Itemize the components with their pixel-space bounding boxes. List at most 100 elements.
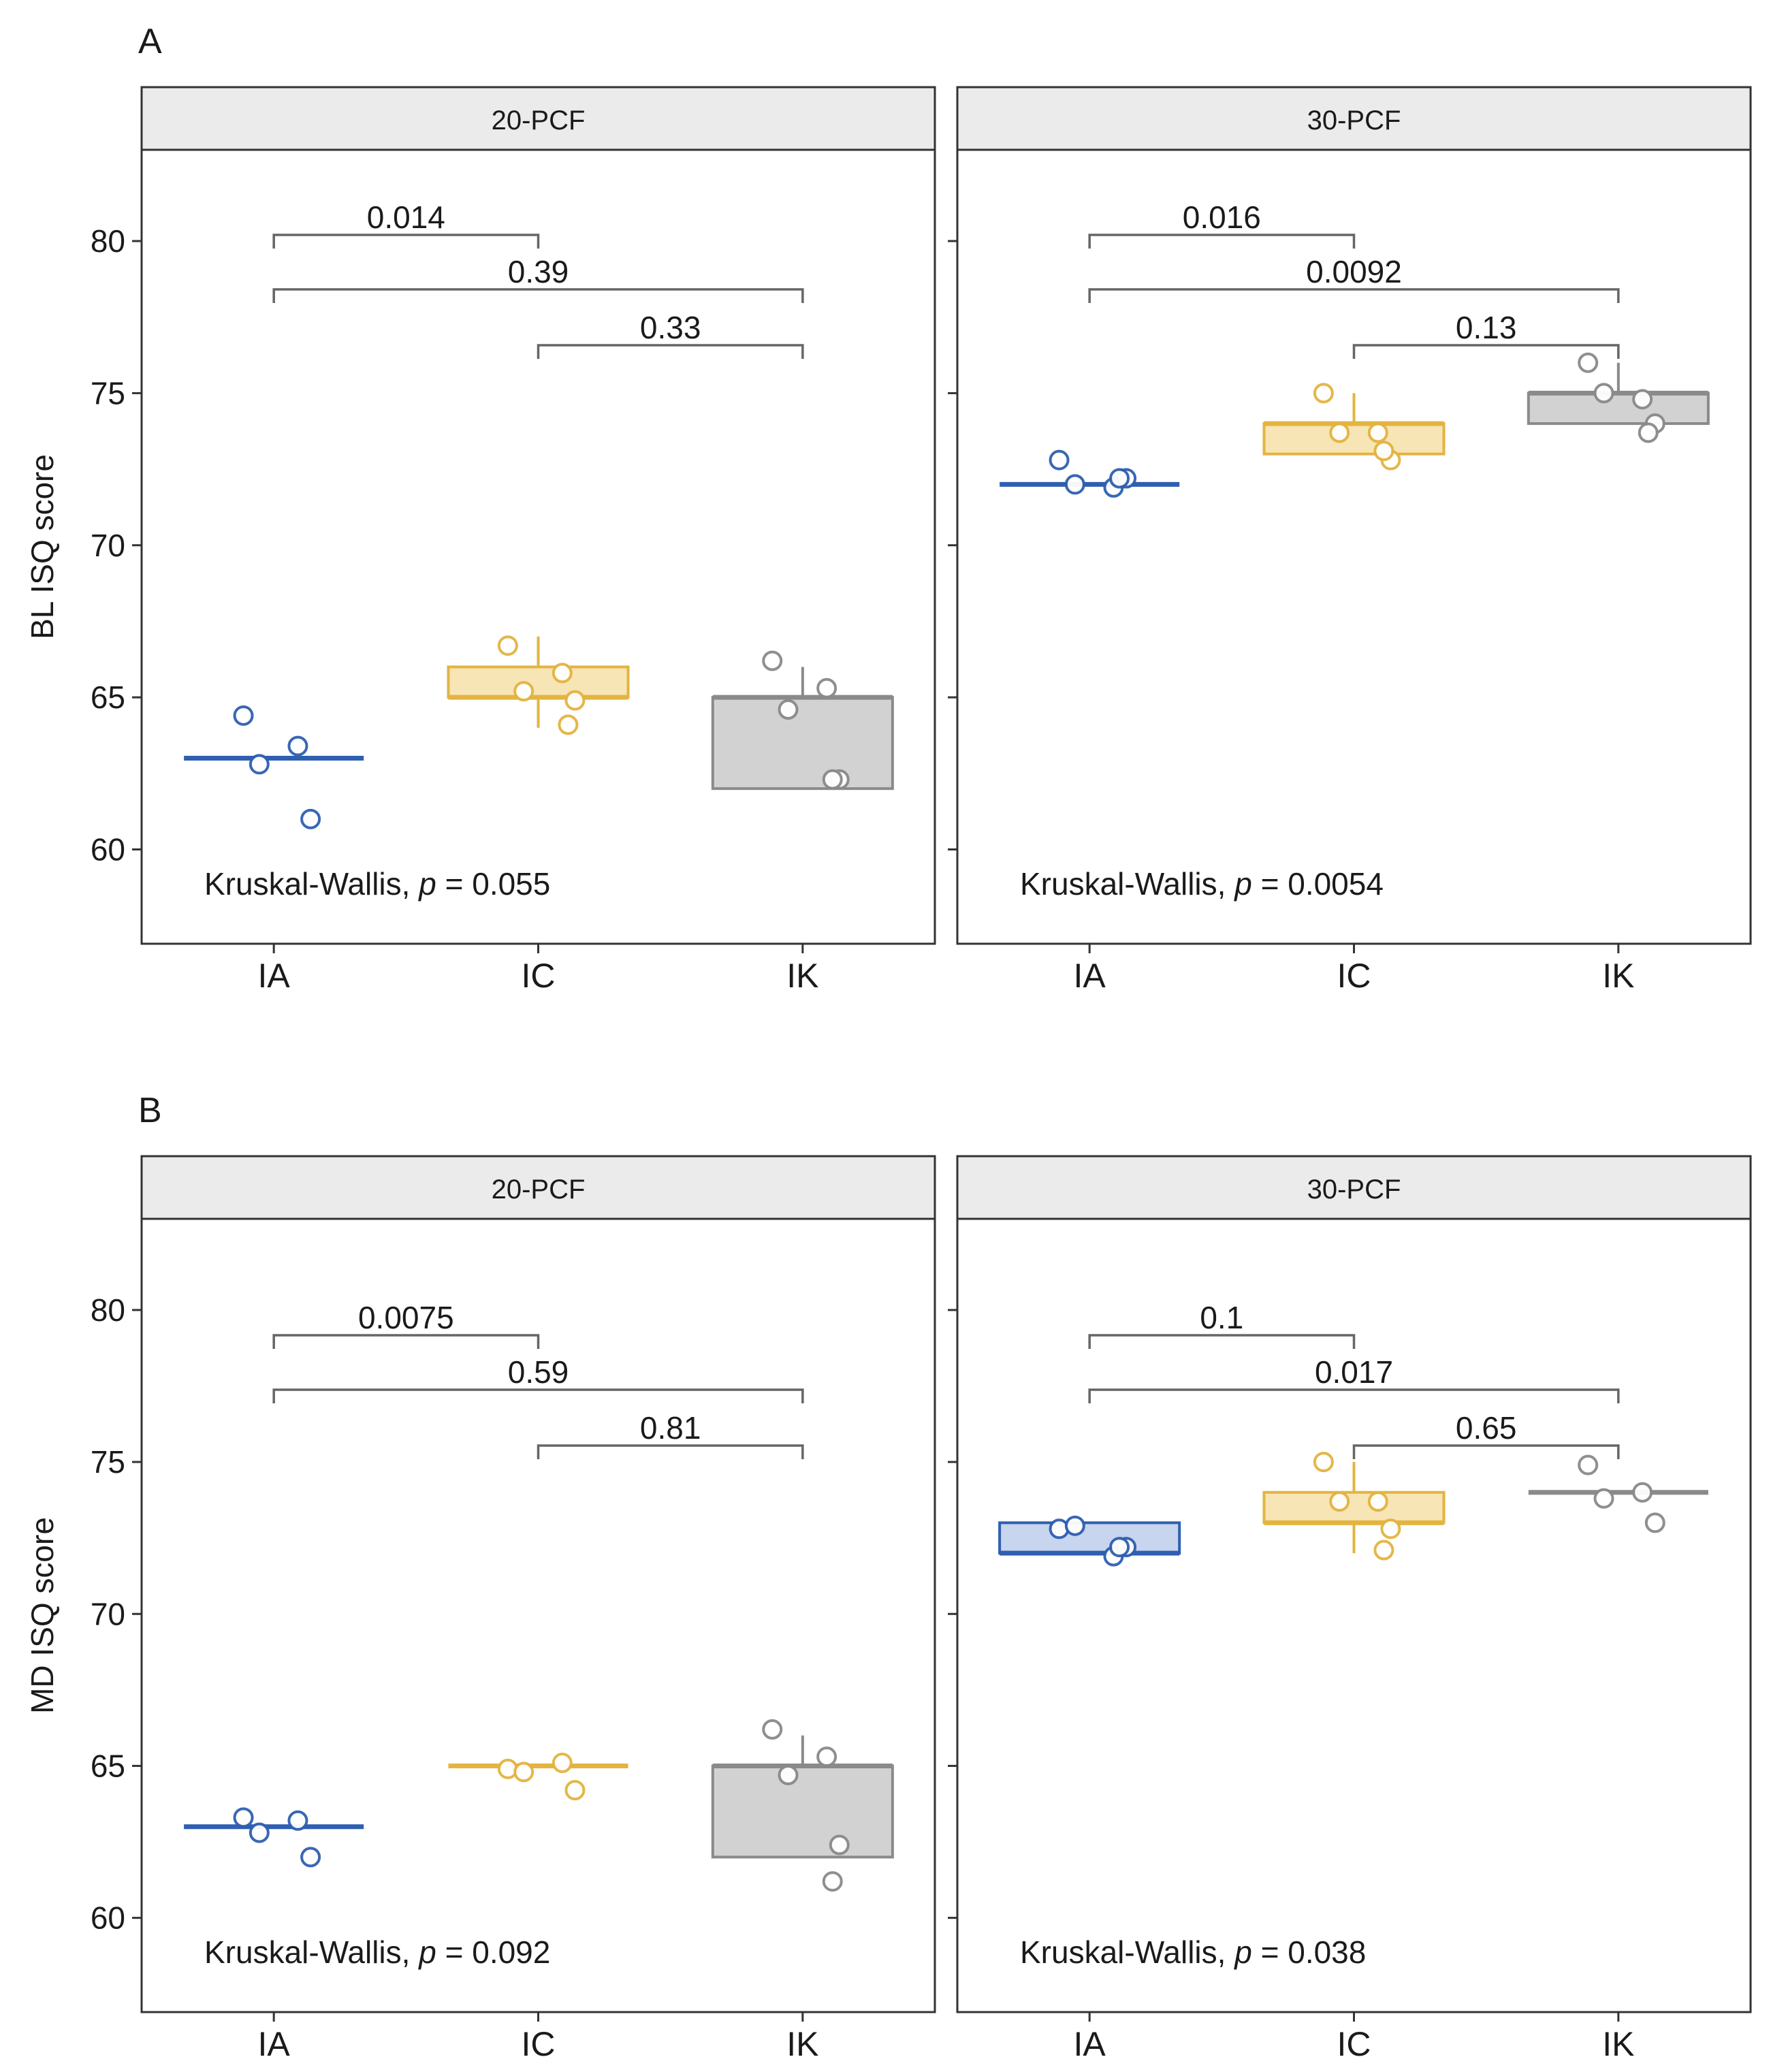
box-ik bbox=[711, 667, 894, 791]
comparison-p-label: 0.1 bbox=[1200, 1300, 1243, 1335]
box-body bbox=[998, 1521, 1181, 1555]
x-tick-label: IA bbox=[258, 957, 291, 995]
comparison-bracket: 0.33 bbox=[537, 310, 804, 359]
kruskal-p-symbol: p bbox=[417, 866, 436, 902]
comparison-bracket: 0.1 bbox=[1088, 1300, 1356, 1349]
data-point bbox=[552, 1752, 573, 1773]
comparison-bracket: 0.016 bbox=[1088, 200, 1356, 249]
bracket-line bbox=[272, 1388, 804, 1403]
facet-a-30-pcf: 30-PCF IA IC IK 0.016 0.0092 0.13 Kruskal-Walli… bbox=[948, 86, 1752, 995]
comparison-bracket: 0.017 bbox=[1088, 1354, 1620, 1403]
plot-frame bbox=[140, 1217, 936, 2013]
data-point bbox=[1367, 1491, 1388, 1512]
x-tick-label: IA bbox=[1074, 957, 1106, 995]
data-point bbox=[513, 681, 535, 702]
facet-strip-label: 30-PCF bbox=[1307, 1175, 1401, 1205]
comparison-p-label: 0.65 bbox=[1456, 1410, 1517, 1446]
bracket-line bbox=[1088, 288, 1620, 303]
y-tick-label: 75 bbox=[91, 1444, 125, 1480]
comparison-bracket: 0.65 bbox=[1352, 1410, 1620, 1459]
kruskal-wallis-label: Kruskal-Wallis, p = 0.055 bbox=[204, 866, 550, 902]
data-point bbox=[1064, 1515, 1085, 1536]
kruskal-prefix: Kruskal-Wallis, bbox=[204, 1934, 419, 1970]
bracket-line bbox=[1088, 1334, 1356, 1349]
comparison-p-label: 0.33 bbox=[640, 310, 701, 345]
kruskal-p-symbol: p bbox=[1233, 866, 1252, 902]
data-point bbox=[778, 699, 799, 720]
comparison-bracket: 0.0075 bbox=[272, 1300, 540, 1349]
y-axis-title: BL ISQ score bbox=[25, 454, 60, 639]
box-body bbox=[711, 696, 894, 791]
comparison-p-label: 0.0075 bbox=[358, 1300, 454, 1335]
data-point bbox=[1064, 474, 1085, 495]
y-tick-label: 65 bbox=[91, 680, 125, 715]
facet-strip bbox=[140, 1155, 936, 1220]
box-body bbox=[447, 665, 630, 699]
x-tick-label: IK bbox=[1602, 2025, 1634, 2063]
data-point bbox=[1329, 422, 1350, 443]
kruskal-wallis-label: Kruskal-Wallis, p = 0.0054 bbox=[1020, 866, 1384, 902]
y-tick-label: 80 bbox=[91, 223, 125, 259]
x-tick-label: IC bbox=[1337, 957, 1371, 995]
data-point bbox=[1578, 352, 1599, 373]
box-ic bbox=[447, 636, 630, 728]
box-ic bbox=[1262, 1462, 1446, 1553]
x-tick-label: IA bbox=[258, 2025, 291, 2063]
plot-frame bbox=[140, 148, 936, 945]
data-point bbox=[822, 769, 843, 790]
y-tick-label: 70 bbox=[91, 528, 125, 563]
bracket-line bbox=[1088, 234, 1356, 249]
comparison-bracket: 0.014 bbox=[272, 200, 540, 249]
panel-label: B bbox=[138, 1091, 162, 1130]
data-point bbox=[497, 635, 518, 656]
data-point bbox=[300, 808, 321, 829]
data-point bbox=[1109, 1537, 1130, 1558]
data-point bbox=[287, 735, 308, 756]
facet-a-20-pcf: 20-PCF 60 65 70 75 80 IA IC IK 0.014 0.39 0.33 Krusk… bbox=[91, 86, 936, 995]
data-point bbox=[249, 754, 270, 775]
data-point bbox=[762, 650, 783, 671]
data-point bbox=[816, 1747, 837, 1768]
facet-strip-label: 30-PCF bbox=[1307, 106, 1401, 136]
y-tick-label: 60 bbox=[91, 832, 125, 867]
y-tick-label: 60 bbox=[91, 1900, 125, 1936]
facet-strip-label: 20-PCF bbox=[492, 1175, 586, 1205]
data-point bbox=[1638, 422, 1659, 443]
y-tick-label: 75 bbox=[91, 375, 125, 411]
data-point bbox=[1578, 1454, 1599, 1476]
data-point bbox=[287, 1810, 308, 1831]
data-point bbox=[1380, 1518, 1401, 1540]
box-ic bbox=[1262, 393, 1446, 456]
kruskal-wallis-label: Kruskal-Wallis, p = 0.092 bbox=[204, 1934, 550, 1970]
x-tick-label: IK bbox=[786, 957, 818, 995]
data-point bbox=[300, 1847, 321, 1868]
data-point bbox=[1109, 468, 1130, 489]
kruskal-value: = 0.038 bbox=[1252, 1934, 1367, 1970]
comparison-p-label: 0.0092 bbox=[1306, 254, 1402, 289]
data-point bbox=[778, 1764, 799, 1785]
kruskal-prefix: Kruskal-Wallis, bbox=[1020, 1934, 1234, 1970]
kruskal-p-symbol: p bbox=[1233, 1934, 1252, 1970]
box-ik bbox=[711, 1735, 894, 1859]
bracket-line bbox=[1352, 1444, 1620, 1459]
facet-strip-label: 20-PCF bbox=[492, 106, 586, 136]
y-tick-label: 70 bbox=[91, 1596, 125, 1631]
data-point bbox=[564, 1780, 586, 1801]
kruskal-value: = 0.0054 bbox=[1252, 866, 1384, 902]
data-point bbox=[1313, 383, 1334, 404]
box-ik bbox=[1527, 362, 1710, 426]
data-point bbox=[822, 1871, 843, 1892]
kruskal-wallis-label: Kruskal-Wallis, p = 0.038 bbox=[1020, 1934, 1366, 1970]
box-body bbox=[1262, 422, 1446, 456]
y-tick-label: 65 bbox=[91, 1748, 125, 1783]
data-point bbox=[816, 678, 837, 699]
data-point bbox=[552, 663, 573, 684]
kruskal-p-symbol: p bbox=[417, 1934, 436, 1970]
data-point bbox=[1593, 383, 1614, 404]
data-point bbox=[1632, 1482, 1653, 1503]
kruskal-prefix: Kruskal-Wallis, bbox=[1020, 866, 1234, 902]
x-tick-label: IA bbox=[1074, 2025, 1106, 2063]
data-point bbox=[233, 1807, 254, 1828]
data-point bbox=[1632, 389, 1653, 410]
